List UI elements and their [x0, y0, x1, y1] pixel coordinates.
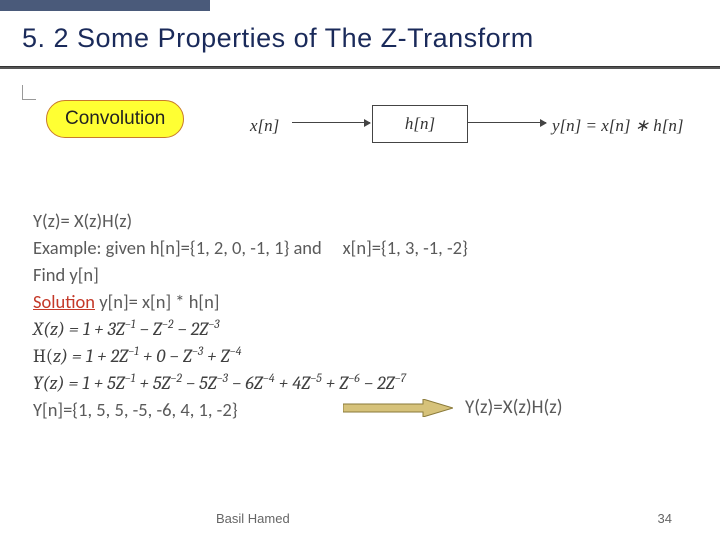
eq-yz: Y(z)= X(z)H(z) — [33, 208, 700, 234]
body-content: Y(z)= X(z)H(z) Example: given h[n]={1, 2… — [33, 208, 700, 424]
title-underline — [0, 67, 720, 69]
implies-result: Y(z)=X(z)H(z) — [465, 395, 563, 421]
arrow-icon — [292, 122, 370, 123]
diagram-block-label: h[n] — [405, 114, 435, 134]
diagram-input-label: x[n] — [250, 116, 279, 136]
implies-arrow-icon — [343, 398, 453, 416]
example-line: Example: given h[n]={1, 2, 0, -1, 1} and… — [33, 235, 700, 261]
page-title: 5. 2 Some Properties of The Z-Transform — [0, 23, 534, 54]
eq-yz-expanded: Y(z) = 1 + 5Z−1 + 5Z−2 − 5Z−3 − 6Z−4 + 4… — [33, 370, 700, 396]
block-diagram: x[n] h[n] y[n] = x[n] ∗ h[n] — [232, 108, 682, 160]
example-x: x[n]={1, 3, -1, -2} — [343, 236, 468, 259]
eq-hz: H(H(z) = 1 + 2Zz) = 1 + 2Z−1 + 0 − Z−3 +… — [33, 343, 700, 369]
diagram-block: h[n] — [372, 105, 468, 143]
title-bar: 5. 2 Some Properties of The Z-Transform — [0, 11, 720, 67]
eq-xz: X(z) = 1 + 3Z−1 − Z−2 − 2Z−3 — [33, 316, 700, 342]
diagram-output-label: y[n] = x[n] ∗ h[n] — [552, 116, 684, 136]
corner-decoration — [22, 85, 36, 99]
find-line: Find y[n] — [33, 262, 700, 288]
convolution-badge: Convolution — [46, 100, 184, 138]
example-h: Example: given h[n]={1, 2, 0, -1, 1} and — [33, 236, 322, 259]
solution-label: Solution — [33, 290, 95, 313]
accent-bar — [0, 0, 210, 11]
arrow-icon — [468, 122, 546, 123]
footer-page-number: 34 — [658, 511, 672, 526]
footer-author: Basil Hamed — [216, 511, 290, 526]
solution-eq: y[n]= x[n] * h[n] — [95, 290, 219, 313]
solution-line: Solution y[n]= x[n] * h[n] Y(z)=X(z)H(z) — [33, 289, 700, 315]
